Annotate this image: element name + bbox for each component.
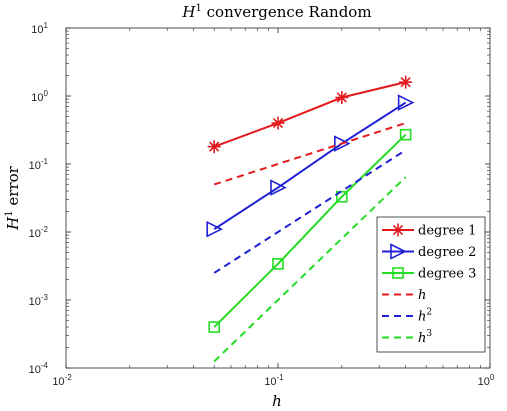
- data-point-degree-1-2: [335, 91, 349, 105]
- series-h: [213, 149, 407, 274]
- legend-label-h: h2: [418, 308, 432, 325]
- data-point-degree-1-1: [271, 116, 285, 130]
- y-label-superscript: 1: [4, 210, 15, 216]
- triangle-shape: [206, 220, 223, 238]
- legend-box: [376, 216, 486, 353]
- title-symbol: H: [181, 3, 196, 21]
- series-line-degree-1: [213, 81, 406, 148]
- series-line-h: [213, 149, 407, 274]
- y-tick-label: 10-4: [29, 361, 49, 376]
- y-tick-label: 10-3: [29, 293, 49, 308]
- legend-entry-h: h: [382, 288, 426, 303]
- asterisk-stroke-3: [400, 77, 411, 88]
- data-point-degree-2-0: [206, 220, 223, 238]
- chart-title: H1 convergence Random: [181, 3, 371, 21]
- y-label-symbol: H: [4, 216, 22, 231]
- triangle-shape: [390, 243, 407, 260]
- data-point-degree-2-2: [334, 135, 351, 152]
- y-tick-label: 10-1: [29, 157, 49, 172]
- legend: degree 1 degree 2 degree 3 h h2 h3: [376, 216, 486, 353]
- y-tick-label: 101: [31, 21, 48, 36]
- triangle-shape: [334, 135, 351, 152]
- x-tick-label: 100: [478, 373, 495, 388]
- title-superscript: 1: [196, 3, 202, 14]
- data-point-degree-3-0: [208, 321, 220, 333]
- series-degree-3: [208, 128, 412, 333]
- asterisk-stroke-3: [272, 117, 284, 129]
- triangle-shape: [397, 94, 415, 111]
- legend-entry-degree-2: degree 2: [382, 243, 476, 260]
- legend-entry-h: h3: [382, 329, 432, 346]
- square-shape: [272, 258, 284, 270]
- y-axis-label: H1 error: [4, 165, 22, 230]
- square-shape: [336, 190, 348, 203]
- series-line-degree-2: [213, 101, 407, 231]
- series-line-h: [213, 176, 407, 363]
- legend-marker-degree-3: [392, 267, 404, 279]
- series-line-h: [213, 122, 406, 186]
- series-layer: [206, 75, 415, 363]
- series-h: [213, 176, 407, 363]
- legend-label-h: h3: [418, 329, 432, 346]
- triangle-shape: [270, 179, 287, 196]
- legend-marker-degree-1: [391, 223, 405, 237]
- axes-layer: 10-2 10-1 100 10-4 10-3 10-2 10-1 100 101: [29, 21, 495, 388]
- data-point-degree-3-1: [272, 258, 284, 270]
- series-h: [213, 122, 406, 186]
- series-line-degree-3: [213, 133, 407, 328]
- y-label-rest: error: [4, 165, 22, 210]
- legend-marker-degree-2: [390, 243, 407, 260]
- legend-label-h: h: [418, 288, 426, 303]
- square-shape: [392, 267, 404, 279]
- legend-entry-degree-3: degree 3: [382, 267, 476, 282]
- data-point-degree-1-3: [399, 75, 413, 89]
- data-point-degree-3-2: [336, 190, 348, 203]
- asterisk-stroke-3: [392, 224, 404, 236]
- legend-entry-h: h2: [382, 308, 432, 325]
- x-axis-label: h: [272, 392, 282, 410]
- data-point-degree-2-1: [270, 179, 287, 196]
- x-tick-label: 10-1: [264, 373, 284, 388]
- legend-label-degree-1: degree 1: [418, 224, 476, 239]
- legend-label-degree-3: degree 3: [418, 267, 476, 282]
- asterisk-stroke-3: [209, 141, 220, 152]
- y-tick-label: 10-2: [29, 225, 49, 240]
- asterisk-stroke-3: [336, 92, 347, 103]
- x-tick-label: 10-2: [52, 373, 72, 388]
- square-shape: [399, 128, 412, 141]
- y-tick-label: 100: [31, 89, 48, 104]
- series-degree-2: [206, 94, 415, 238]
- data-point-degree-2-3: [397, 94, 415, 111]
- legend-label-degree-2: degree 2: [418, 245, 476, 260]
- data-point-degree-3-3: [399, 128, 412, 141]
- data-point-degree-1-0: [207, 140, 221, 154]
- legend-entry-degree-1: degree 1: [382, 223, 476, 239]
- title-rest: convergence Random: [202, 3, 372, 21]
- square-shape: [208, 321, 220, 333]
- series-degree-1: [207, 75, 413, 154]
